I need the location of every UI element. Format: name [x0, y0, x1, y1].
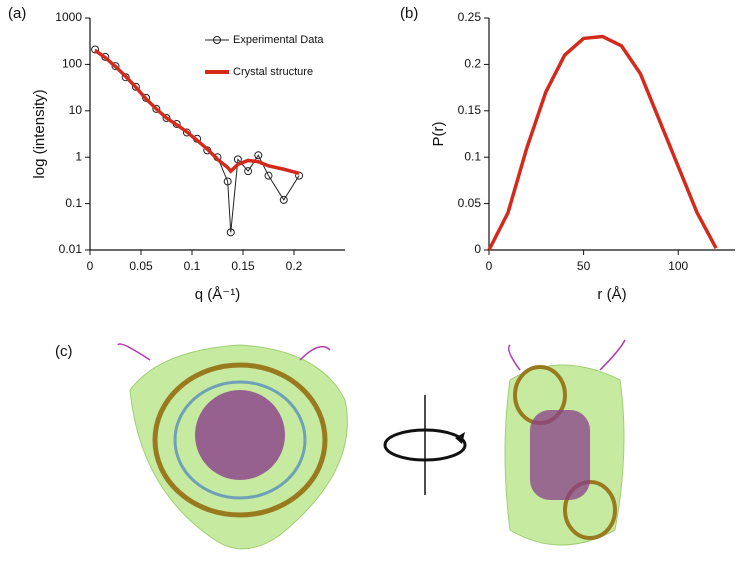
data-point — [121, 73, 130, 82]
data-point — [254, 151, 263, 160]
data-point — [226, 228, 235, 237]
y-tick-label: 10 — [69, 103, 83, 117]
y-tick-label: 0.01 — [59, 242, 83, 256]
panel-label: (b) — [400, 5, 418, 22]
x-axis-label: q (Å⁻¹) — [195, 286, 240, 303]
x-tick-label: 50 — [577, 259, 591, 273]
rotation-arrow — [383, 395, 467, 495]
x-tick-label: 0.05 — [129, 259, 153, 273]
data-point — [91, 45, 100, 54]
x-tick-label: 100 — [668, 259, 688, 273]
data-point — [162, 113, 171, 122]
x-tick-label: 0.2 — [286, 259, 303, 273]
data-point — [264, 171, 273, 180]
x-tick-label: 0 — [486, 259, 493, 273]
y-tick-label: 100 — [62, 57, 82, 71]
data-point — [111, 62, 120, 71]
legend-label: Experimental Data — [233, 34, 324, 46]
x-tick-label: 0 — [87, 259, 94, 273]
structure-side — [504, 339, 626, 546]
structure-front — [117, 343, 348, 550]
y-tick-label: 0.2 — [464, 57, 481, 71]
x-tick-label: 0.1 — [184, 259, 201, 273]
panel-label: (a) — [8, 5, 26, 22]
legend-label: Crystal structure — [233, 66, 313, 78]
x-tick-label: 0.15 — [231, 259, 255, 273]
y-tick-label: 1 — [75, 149, 82, 163]
x-axis-label: r (Å) — [597, 286, 626, 303]
panel-label: (c) — [55, 343, 73, 360]
series-line — [487, 34, 718, 251]
data-point — [152, 104, 161, 113]
data-point — [279, 195, 288, 204]
y-tick-label: 0.05 — [458, 196, 482, 210]
data-point — [244, 167, 253, 176]
y-tick-label: 0.25 — [458, 10, 482, 24]
y-axis-label: P(r) — [430, 122, 447, 147]
series-line — [94, 49, 300, 175]
y-tick-label: 0.1 — [65, 196, 82, 210]
y-tick-label: 0.1 — [464, 149, 481, 163]
axes — [89, 18, 345, 251]
y-axis-label: log (intensity) — [31, 89, 48, 178]
data-point — [223, 177, 232, 186]
y-tick-label: 0 — [474, 242, 481, 256]
y-tick-label: 1000 — [55, 10, 82, 24]
legend-marker — [213, 36, 221, 44]
y-tick-label: 0.15 — [458, 103, 482, 117]
data-point — [131, 82, 140, 91]
data-point — [182, 128, 191, 137]
